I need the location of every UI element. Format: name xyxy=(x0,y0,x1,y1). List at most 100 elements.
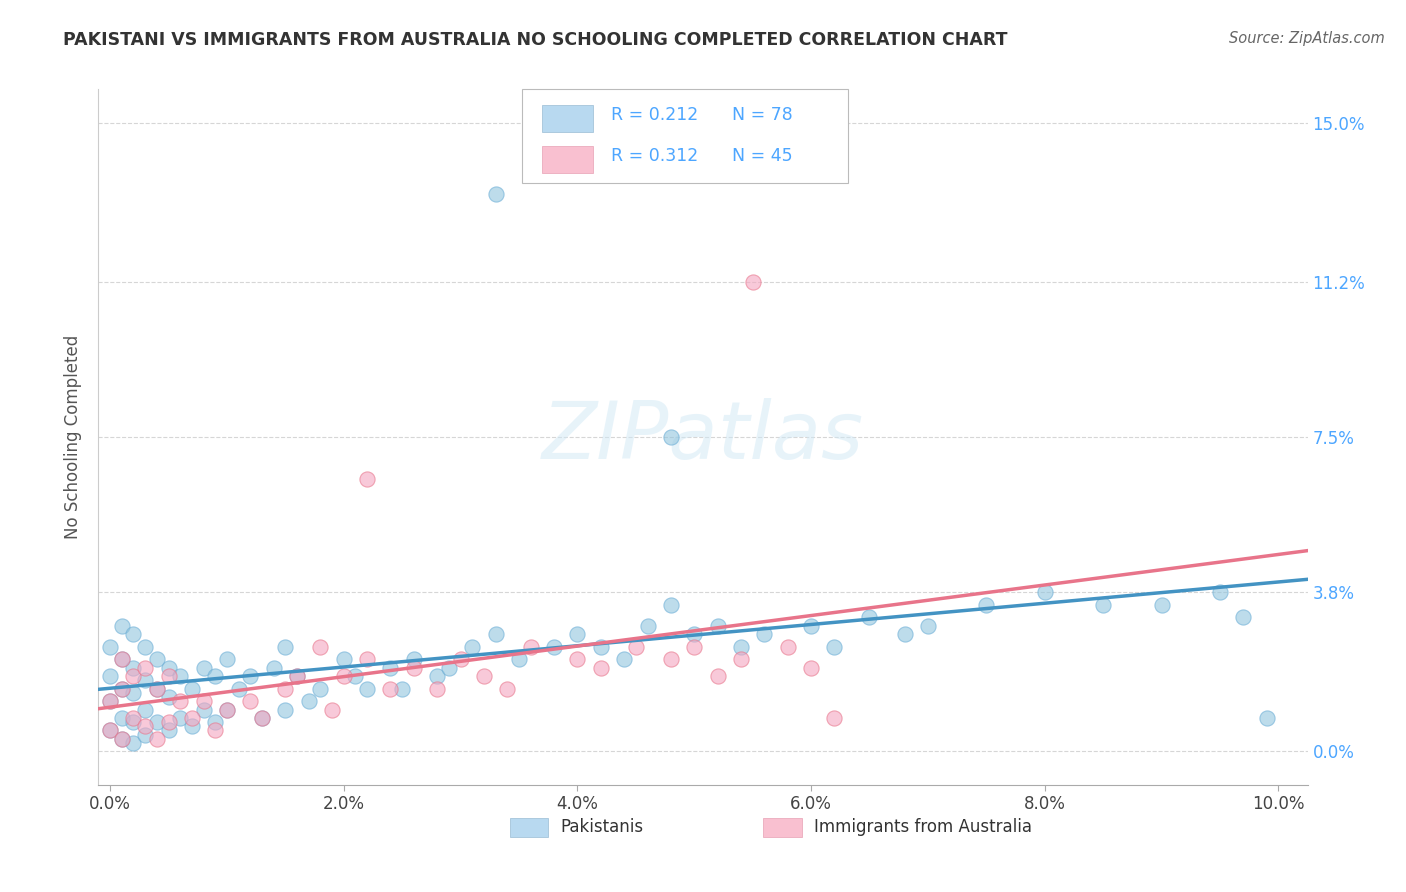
Point xyxy=(134,660,156,674)
Point xyxy=(122,669,145,683)
Point xyxy=(146,715,169,730)
Point xyxy=(274,702,297,716)
Point xyxy=(146,652,169,666)
Point xyxy=(111,681,134,696)
Y-axis label: No Schooling Completed: No Schooling Completed xyxy=(65,335,83,539)
Point xyxy=(134,702,156,716)
Point xyxy=(754,627,776,641)
Point xyxy=(274,681,297,696)
Point xyxy=(122,660,145,674)
Point xyxy=(215,702,238,716)
Text: Pakistanis: Pakistanis xyxy=(561,818,644,837)
Point xyxy=(332,669,354,683)
Point xyxy=(111,652,134,666)
Point xyxy=(111,731,134,746)
Point xyxy=(146,681,169,696)
Point xyxy=(134,673,156,688)
Point xyxy=(508,652,530,666)
Point xyxy=(356,652,378,666)
Point xyxy=(741,275,763,289)
Point xyxy=(122,715,145,730)
Point xyxy=(146,731,169,746)
Point xyxy=(519,640,541,654)
Point xyxy=(215,652,238,666)
Point xyxy=(706,669,728,683)
Point xyxy=(146,681,169,696)
Point xyxy=(391,681,413,696)
Point xyxy=(1033,585,1056,599)
Point xyxy=(98,723,121,738)
Point xyxy=(321,702,343,716)
Point xyxy=(637,618,659,632)
Point xyxy=(98,669,121,683)
Point xyxy=(169,694,191,708)
Point xyxy=(157,669,180,683)
Point xyxy=(157,723,180,738)
Point xyxy=(134,728,156,742)
Point xyxy=(239,669,262,683)
Point xyxy=(426,669,449,683)
Point xyxy=(285,669,308,683)
Point xyxy=(624,640,647,654)
FancyBboxPatch shape xyxy=(763,818,803,837)
Point xyxy=(730,640,752,654)
Point xyxy=(613,652,636,666)
Point xyxy=(98,723,121,738)
Point xyxy=(402,652,425,666)
Point xyxy=(180,681,202,696)
Point xyxy=(157,715,180,730)
Point xyxy=(98,640,121,654)
Point xyxy=(263,660,285,674)
Point xyxy=(111,652,134,666)
Point xyxy=(157,660,180,674)
Point xyxy=(426,681,449,696)
Point xyxy=(683,640,706,654)
Point xyxy=(204,669,226,683)
Point xyxy=(356,472,378,486)
Point xyxy=(1209,585,1232,599)
FancyBboxPatch shape xyxy=(522,89,848,183)
Point xyxy=(180,719,202,733)
Point xyxy=(298,694,321,708)
Point xyxy=(204,715,226,730)
Point xyxy=(858,610,880,624)
Point xyxy=(1092,598,1115,612)
Point xyxy=(285,669,308,683)
Point xyxy=(111,711,134,725)
Point xyxy=(776,640,799,654)
Text: N = 78: N = 78 xyxy=(733,106,793,124)
FancyBboxPatch shape xyxy=(543,105,593,132)
Point xyxy=(706,618,728,632)
Text: PAKISTANI VS IMMIGRANTS FROM AUSTRALIA NO SCHOOLING COMPLETED CORRELATION CHART: PAKISTANI VS IMMIGRANTS FROM AUSTRALIA N… xyxy=(63,31,1008,49)
Point xyxy=(974,598,997,612)
Point xyxy=(332,652,354,666)
Point xyxy=(122,686,145,700)
Point xyxy=(659,652,682,666)
Point xyxy=(800,660,823,674)
Point xyxy=(823,640,845,654)
Point xyxy=(111,618,134,632)
Point xyxy=(485,186,508,201)
Point xyxy=(169,711,191,725)
Point xyxy=(309,640,332,654)
Point xyxy=(496,681,519,696)
Point xyxy=(659,598,682,612)
Point xyxy=(472,669,495,683)
Point xyxy=(239,694,262,708)
Point xyxy=(309,681,332,696)
Text: R = 0.212: R = 0.212 xyxy=(612,106,699,124)
Point xyxy=(917,618,939,632)
Point xyxy=(122,627,145,641)
FancyBboxPatch shape xyxy=(543,146,593,173)
Point xyxy=(589,640,612,654)
Point xyxy=(730,652,752,666)
Point xyxy=(228,681,250,696)
Point xyxy=(589,660,612,674)
Point xyxy=(800,618,823,632)
Point xyxy=(380,681,402,696)
Point xyxy=(122,711,145,725)
Text: N = 45: N = 45 xyxy=(733,147,793,165)
Point xyxy=(134,719,156,733)
Point xyxy=(356,681,378,696)
Point xyxy=(98,694,121,708)
